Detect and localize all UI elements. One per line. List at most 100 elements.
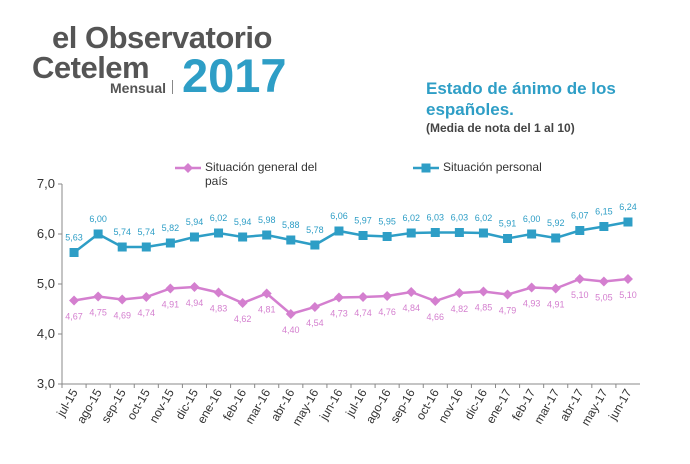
value-label: 6,00 xyxy=(523,214,541,224)
marker xyxy=(309,302,320,312)
value-label: 4,85 xyxy=(475,303,493,313)
value-label: 5,78 xyxy=(306,225,324,235)
marker xyxy=(527,229,537,239)
marker xyxy=(93,229,103,239)
value-label: 5,82 xyxy=(162,223,180,233)
logo-line1: el Observatorio xyxy=(52,20,272,55)
marker xyxy=(478,286,489,297)
marker xyxy=(189,282,200,292)
legend-item: Situación general del país xyxy=(205,160,318,188)
marker xyxy=(599,222,609,231)
value-label: 5,94 xyxy=(234,217,252,227)
value-label: 5,63 xyxy=(65,233,83,243)
x-tick-label: nov-15 xyxy=(146,386,177,425)
value-label: 5,05 xyxy=(595,293,613,303)
value-label: 6,00 xyxy=(89,214,107,224)
series-line xyxy=(73,220,629,254)
logo-year: 2017 xyxy=(182,49,287,102)
x-tick-label: nov-16 xyxy=(435,386,466,425)
marker xyxy=(93,291,104,302)
value-label: 5,95 xyxy=(378,217,396,227)
value-label: 5,92 xyxy=(547,218,565,228)
value-label: 4,62 xyxy=(234,314,252,324)
marker xyxy=(382,232,392,241)
value-label: 4,76 xyxy=(378,307,396,317)
value-label: 4,74 xyxy=(354,308,372,318)
value-label: 6,24 xyxy=(619,202,637,212)
marker xyxy=(69,248,79,257)
marker xyxy=(598,276,609,287)
marker xyxy=(550,283,561,294)
marker xyxy=(262,230,272,240)
marker xyxy=(213,287,224,298)
marker xyxy=(358,231,368,240)
value-label: 6,07 xyxy=(571,211,589,221)
value-label: 4,67 xyxy=(65,312,83,322)
marker xyxy=(430,296,441,306)
marker xyxy=(421,163,431,173)
value-label: 4,54 xyxy=(306,318,324,328)
value-label: 5,74 xyxy=(138,227,156,237)
value-label: 5,88 xyxy=(282,220,300,230)
legend-label: Situación general del país xyxy=(205,160,318,188)
x-tick-label: sep-16 xyxy=(387,386,418,425)
value-label: 6,02 xyxy=(475,213,493,223)
value-label: 6,02 xyxy=(402,213,420,223)
value-label: 5,10 xyxy=(571,290,589,300)
marker xyxy=(285,309,296,319)
marker xyxy=(286,235,296,245)
x-tick-label: jun-16 xyxy=(316,386,345,423)
marker xyxy=(502,289,513,300)
marker xyxy=(183,163,193,173)
marker xyxy=(141,292,152,302)
marker xyxy=(238,232,248,242)
marker xyxy=(551,233,561,243)
marker xyxy=(575,226,585,235)
value-label: 5,94 xyxy=(186,217,204,227)
value-label: 4,40 xyxy=(282,325,300,335)
marker xyxy=(430,228,440,237)
value-label: 4,74 xyxy=(138,308,156,318)
y-tick-label: 6,0 xyxy=(37,226,55,241)
marker xyxy=(454,288,465,298)
value-label: 4,83 xyxy=(210,304,228,314)
value-label: 4,81 xyxy=(258,305,276,315)
logo-line2: Cetelem xyxy=(32,50,150,85)
legend-item: Situación personal xyxy=(443,160,542,174)
value-label: 4,91 xyxy=(162,300,180,310)
value-label: 4,82 xyxy=(451,304,469,314)
y-tick-label: 7,0 xyxy=(37,176,55,191)
value-label: 5,74 xyxy=(113,227,131,237)
value-label: 5,10 xyxy=(619,290,637,300)
x-tick-label: sep-15 xyxy=(98,386,129,425)
y-tick-label: 5,0 xyxy=(37,276,55,291)
marker xyxy=(623,217,633,227)
y-tick-label: 4,0 xyxy=(37,326,55,341)
marker xyxy=(574,274,585,284)
marker xyxy=(117,242,127,252)
value-label: 4,93 xyxy=(523,299,541,309)
y-tick-label: 3,0 xyxy=(37,376,55,391)
value-label: 4,79 xyxy=(499,306,517,316)
marker xyxy=(165,283,176,294)
marker xyxy=(406,228,416,238)
marker xyxy=(333,292,344,303)
value-label: 6,02 xyxy=(210,213,228,223)
marker xyxy=(69,295,80,306)
marker xyxy=(165,238,175,248)
value-label: 4,91 xyxy=(547,300,565,310)
marker xyxy=(214,228,224,238)
value-label: 6,03 xyxy=(451,213,469,223)
series-line xyxy=(73,277,629,316)
chart-title: Estado de ánimo de los españoles. xyxy=(426,79,616,119)
marker xyxy=(310,240,320,250)
chart-subtitle: (Media de nota del 1 al 10) xyxy=(426,121,575,135)
x-tick-label: jun-17 xyxy=(605,386,634,423)
value-label: 6,03 xyxy=(427,213,445,223)
value-label: 4,73 xyxy=(330,309,348,319)
marker xyxy=(141,242,151,252)
value-label: 4,69 xyxy=(113,311,131,321)
value-label: 4,94 xyxy=(186,298,204,308)
value-label: 6,06 xyxy=(330,211,348,221)
